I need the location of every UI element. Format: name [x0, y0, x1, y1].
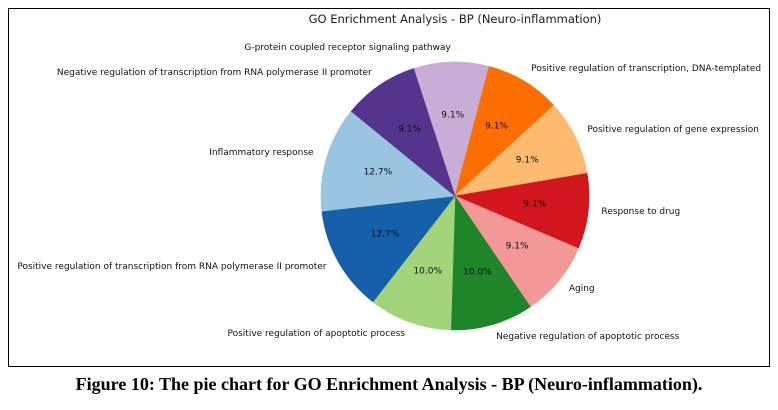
slice-pct: 12.7%	[370, 229, 400, 240]
pie-slice-8	[320, 110, 456, 212]
slice-label: Negative regulation of apoptotic process	[496, 331, 680, 342]
slice-pct: 9.1%	[485, 121, 508, 132]
slice-pct: 9.1%	[505, 241, 529, 252]
slice-label: Positive regulation of transcription, DN…	[531, 63, 762, 74]
slice-label: Aging	[568, 283, 595, 294]
slice-label: Inflammatory response	[209, 148, 314, 159]
pie-slice-7	[321, 195, 456, 303]
slice-pct: 9.1%	[398, 124, 422, 135]
chart-title: GO Enrichment Analysis - BP (Neuro-infla…	[308, 12, 602, 26]
slice-label: Negative regulation of transcription fro…	[56, 68, 372, 79]
slice-label: Positive regulation of transcription fro…	[17, 262, 327, 273]
slice-label: Positive regulation of gene expression	[587, 125, 759, 136]
pie-slice-6	[372, 195, 456, 331]
slice-label: Positive regulation of apoptotic process	[227, 328, 406, 339]
slice-pct: 10.0%	[413, 266, 443, 277]
slice-pct: 9.1%	[515, 155, 539, 166]
slice-label: Response to drug	[601, 207, 681, 218]
slice-label: G-protein coupled receptor signaling pat…	[244, 42, 451, 53]
pie-slice-5	[450, 195, 531, 331]
figure-caption: Figure 10: The pie chart for GO Enrichme…	[75, 374, 703, 394]
slice-pct: 9.1%	[523, 199, 547, 210]
slice-pct: 9.1%	[441, 110, 465, 121]
slice-pct: 10.0%	[463, 267, 492, 278]
slice-pct: 12.7%	[363, 167, 393, 178]
pie-slice-9	[350, 68, 456, 197]
